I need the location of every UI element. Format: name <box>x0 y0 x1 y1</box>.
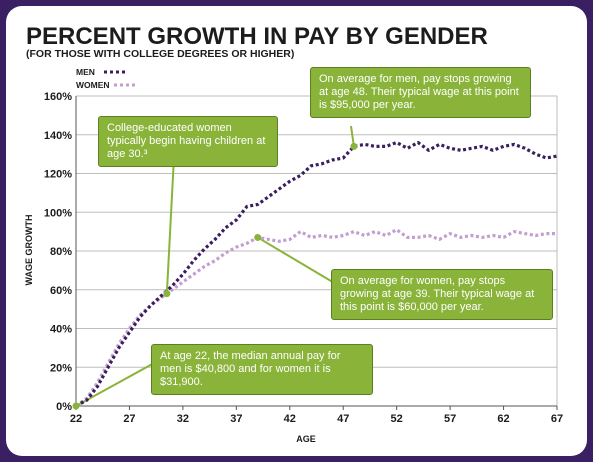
y-tick-label: 120% <box>44 169 72 181</box>
callout-men-peak: On average for men, pay stops growing at… <box>310 67 531 118</box>
chart-title: PERCENT GROWTH IN PAY BY GENDER <box>26 23 488 50</box>
y-tick-label: 0% <box>56 401 72 413</box>
y-tick-label: 60% <box>50 285 72 297</box>
callout-marker <box>163 290 171 298</box>
axis-ticks: 0% 20% 40% 60% 80% 100% 120% 140% 160% 22 27 32 37 42… <box>44 91 563 425</box>
y-axis-label: WAGE GROWTH <box>24 215 34 286</box>
callout-women-peak: On average for women, pay stops growing … <box>331 269 553 320</box>
x-tick-label: 32 <box>177 413 189 425</box>
x-tick-label: 22 <box>70 413 82 425</box>
callout-marker <box>72 402 80 410</box>
x-tick-label: 57 <box>444 413 456 425</box>
callout-markers <box>72 142 358 410</box>
callout-women-children: College-educated women typically begin h… <box>98 116 278 167</box>
y-tick-label: 20% <box>50 362 72 374</box>
legend: MEN WOMEN <box>76 67 138 90</box>
callout-leader-line <box>165 156 175 294</box>
series-line-women <box>75 228 557 408</box>
x-tick-label: 67 <box>551 413 563 425</box>
legend-label-men: MEN <box>76 67 95 77</box>
x-tick-label: 37 <box>230 413 242 425</box>
callout-leader-line <box>75 361 157 407</box>
y-tick-label: 40% <box>50 324 72 336</box>
callout-leaders <box>75 125 355 407</box>
chart-subtitle: (FOR THOSE WITH COLLEGE DEGREES OR HIGHE… <box>26 48 294 60</box>
legend-label-women: WOMEN <box>76 80 110 90</box>
x-tick-label: 47 <box>337 413 349 425</box>
y-tick-label: 140% <box>44 130 72 142</box>
series-line-men <box>75 140 558 408</box>
x-tick-label: 27 <box>123 413 135 425</box>
x-tick-label: 42 <box>284 413 296 425</box>
y-tick-label: 80% <box>50 246 72 258</box>
callout-leader-line <box>257 236 337 285</box>
x-axis-label: AGE <box>296 434 316 444</box>
infographic-card: PERCENT GROWTH IN PAY BY GENDER (FOR THO… <box>6 6 587 456</box>
x-tick-label: 52 <box>391 413 403 425</box>
callout-age22: At age 22, the median annual pay for men… <box>151 344 373 395</box>
y-tick-label: 100% <box>44 207 72 219</box>
callout-marker <box>254 233 262 241</box>
y-tick-label: 160% <box>44 91 72 103</box>
x-tick-label: 62 <box>497 413 509 425</box>
callout-marker <box>350 142 358 150</box>
series-lines <box>75 140 558 408</box>
